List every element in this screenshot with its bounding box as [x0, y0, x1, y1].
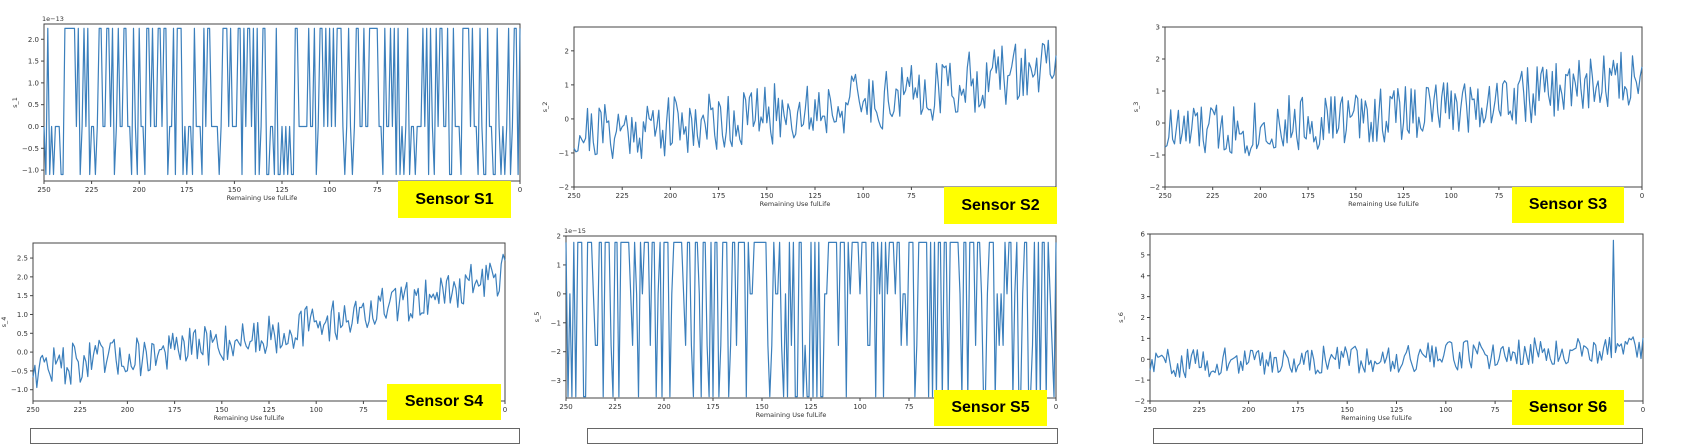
x-tick-label: 100 [1439, 406, 1452, 414]
series-line [1150, 240, 1643, 377]
y-tick-label: 4 [1141, 272, 1146, 280]
y-tick-label: −1 [1135, 377, 1145, 385]
y-tick-label: 6 [1141, 231, 1146, 239]
x-tick-label: 250 [1143, 406, 1156, 414]
next-row-chart-frame-right [1153, 428, 1643, 444]
x-tick-label: 0 [1641, 406, 1645, 414]
x-tick-label: 225 [1193, 406, 1206, 414]
axes-frame [1150, 234, 1643, 401]
x-tick-label: 200 [1242, 406, 1255, 414]
next-row-chart-frame-left [30, 428, 520, 444]
x-tick-label: 150 [1341, 406, 1354, 414]
x-tick-label: 175 [1291, 406, 1304, 414]
y-tick-label: 1 [1141, 335, 1145, 343]
y-axis-label: s_6 [1117, 312, 1125, 323]
y-tick-label: 0 [1141, 356, 1145, 364]
y-tick-label: 3 [1141, 293, 1145, 301]
next-row-chart-frame-middle [587, 428, 1058, 444]
x-tick-label: 125 [1390, 406, 1403, 414]
x-tick-label: 75 [1491, 406, 1500, 414]
y-tick-label: 5 [1141, 251, 1145, 259]
x-axis-label: Remaining Use fulLife [1341, 414, 1412, 422]
y-tick-label: 2 [1141, 314, 1145, 322]
chart-s6-svg: 250 225 200 175 150 125 100 75 0 −2 −1 0 1 2 3 4 5 6 Remai… [0, 0, 1683, 430]
y-tick-label: −2 [1135, 398, 1145, 406]
sensor-label-s6: Sensor S6 [1512, 390, 1624, 425]
